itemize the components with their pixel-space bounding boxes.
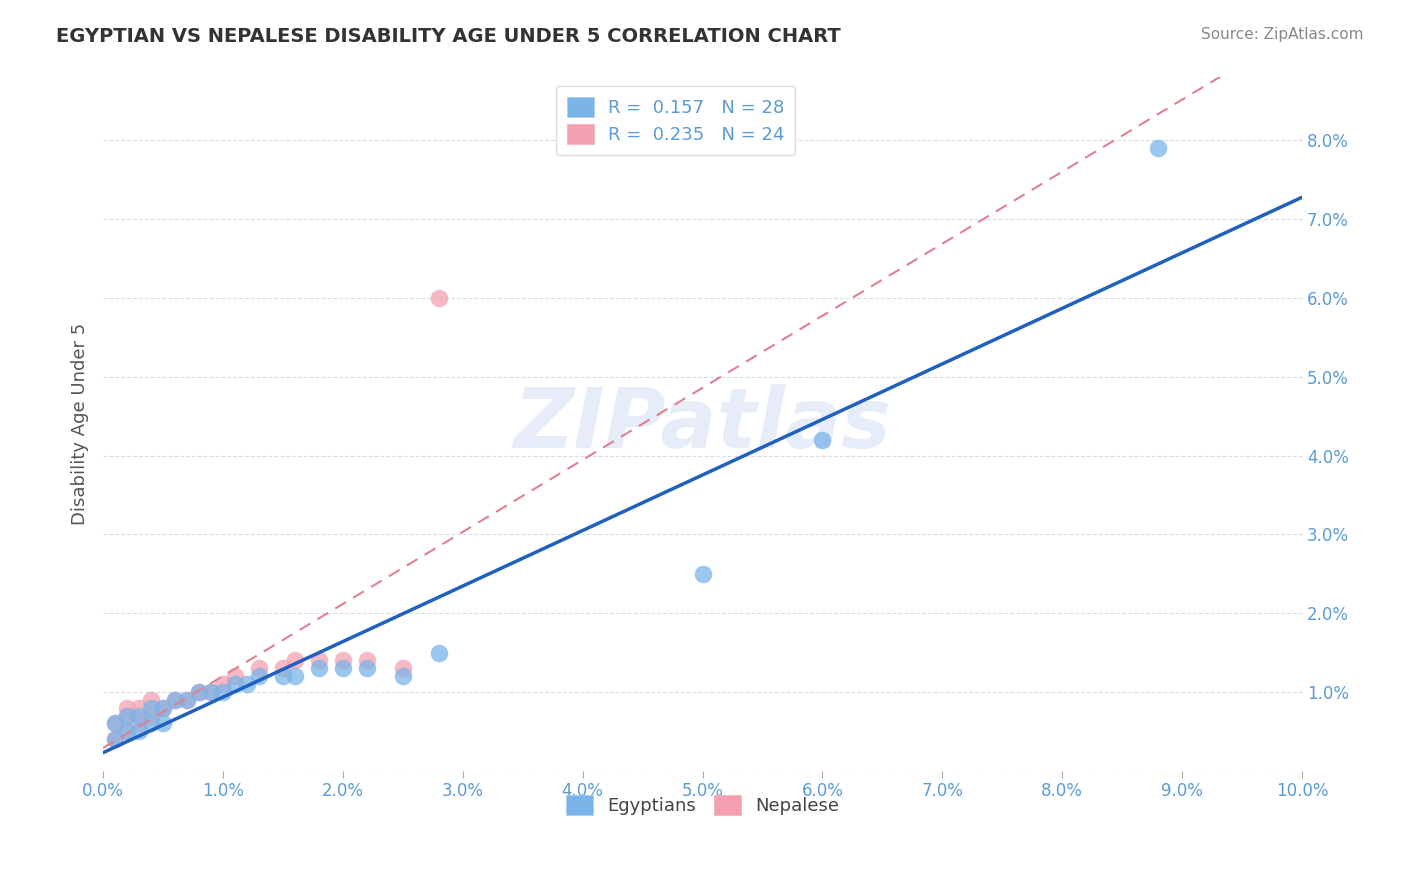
Point: [308, 653, 330, 667]
Point: [115, 724, 138, 739]
Point: [139, 700, 162, 714]
Point: [1147, 141, 1170, 155]
Point: [284, 653, 307, 667]
Point: [128, 708, 150, 723]
Point: [271, 669, 294, 683]
Point: [692, 566, 714, 581]
Point: [212, 677, 235, 691]
Point: [332, 653, 354, 667]
Point: [139, 716, 162, 731]
Point: [104, 716, 127, 731]
Point: [308, 661, 330, 675]
Point: [128, 700, 150, 714]
Point: [176, 693, 198, 707]
Point: [200, 685, 222, 699]
Text: Source: ZipAtlas.com: Source: ZipAtlas.com: [1201, 27, 1364, 42]
Point: [104, 716, 127, 731]
Point: [128, 716, 150, 731]
Point: [115, 708, 138, 723]
Point: [236, 677, 259, 691]
Point: [104, 732, 127, 747]
Point: [115, 708, 138, 723]
Point: [176, 693, 198, 707]
Point: [104, 732, 127, 747]
Point: [247, 661, 270, 675]
Point: [392, 669, 415, 683]
Point: [224, 669, 246, 683]
Legend: Egyptians, Nepalese: Egyptians, Nepalese: [557, 786, 848, 824]
Point: [356, 661, 378, 675]
Point: [224, 677, 246, 691]
Point: [128, 724, 150, 739]
Point: [115, 724, 138, 739]
Point: [152, 700, 174, 714]
Point: [392, 661, 415, 675]
Point: [356, 653, 378, 667]
Point: [139, 693, 162, 707]
Point: [427, 646, 450, 660]
Point: [332, 661, 354, 675]
Point: [152, 716, 174, 731]
Point: [284, 669, 307, 683]
Point: [165, 693, 187, 707]
Point: [152, 700, 174, 714]
Point: [247, 669, 270, 683]
Point: [165, 693, 187, 707]
Text: EGYPTIAN VS NEPALESE DISABILITY AGE UNDER 5 CORRELATION CHART: EGYPTIAN VS NEPALESE DISABILITY AGE UNDE…: [56, 27, 841, 45]
Point: [427, 291, 450, 305]
Point: [139, 708, 162, 723]
Y-axis label: Disability Age Under 5: Disability Age Under 5: [72, 323, 89, 525]
Text: ZIPatlas: ZIPatlas: [513, 384, 891, 465]
Point: [212, 685, 235, 699]
Point: [271, 661, 294, 675]
Point: [188, 685, 211, 699]
Point: [200, 685, 222, 699]
Point: [811, 433, 834, 447]
Point: [188, 685, 211, 699]
Point: [115, 700, 138, 714]
